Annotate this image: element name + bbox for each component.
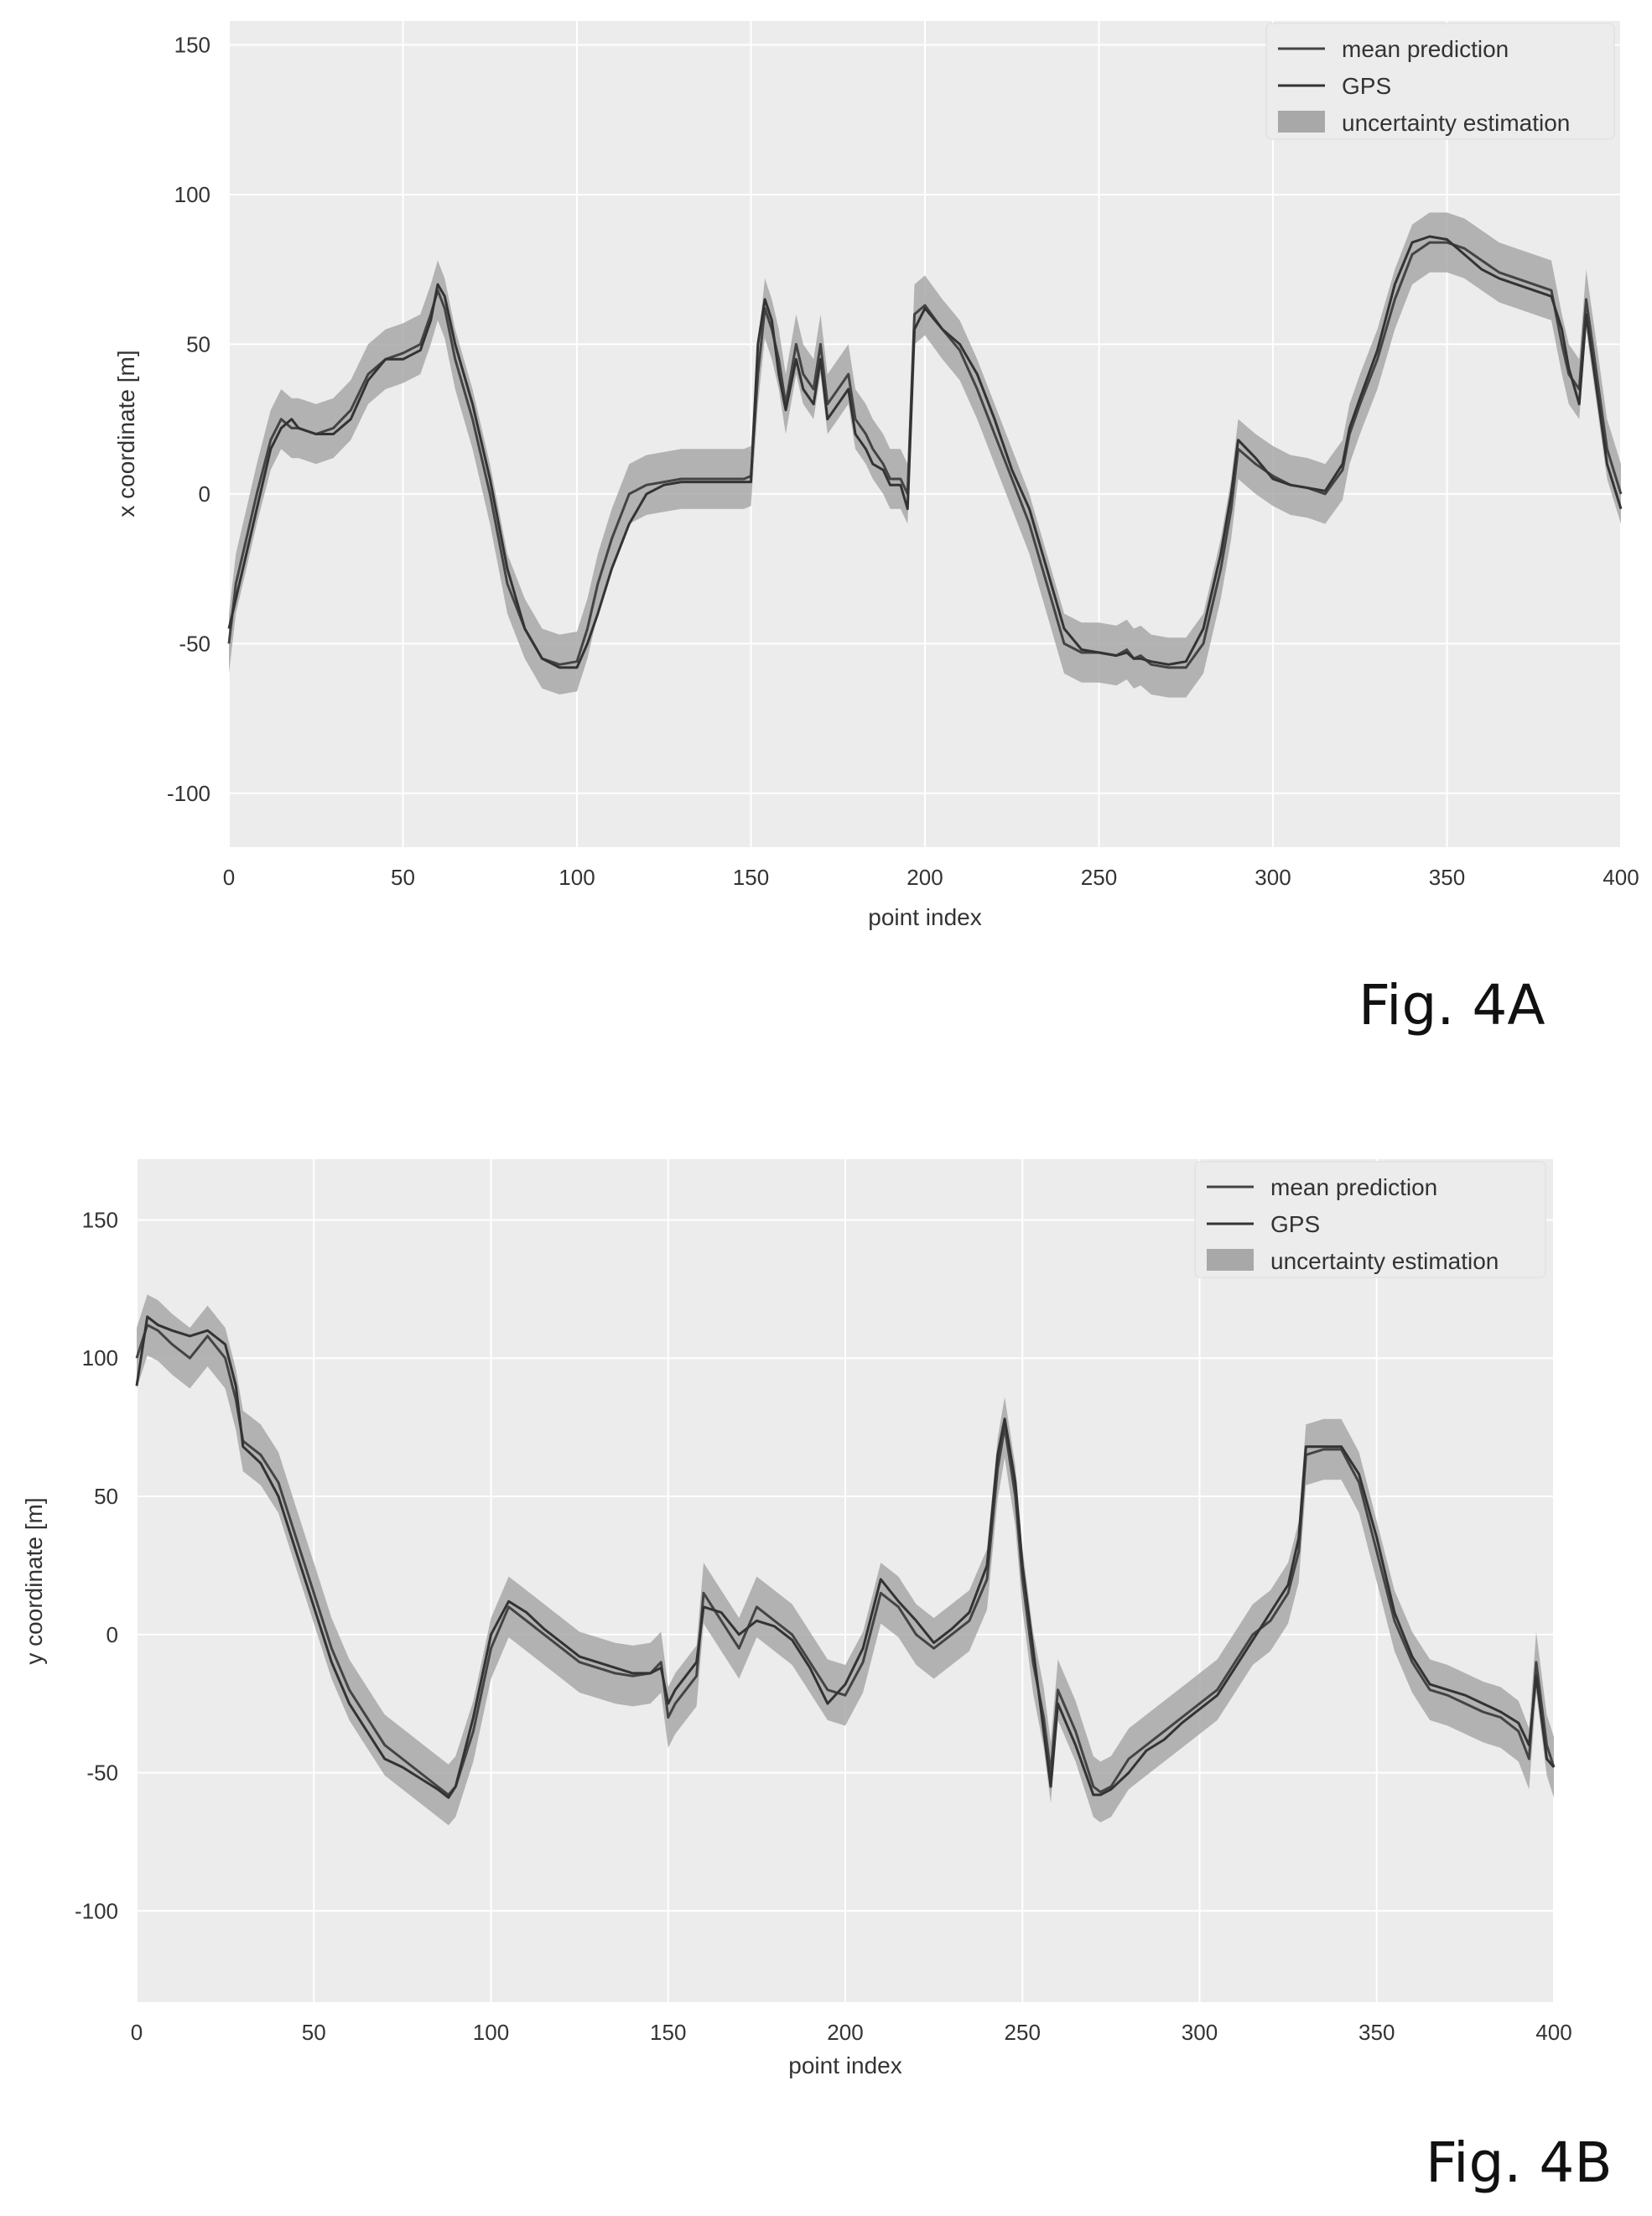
x-tick-label: 150: [733, 865, 769, 890]
uncertainty-area: [137, 1294, 1554, 1826]
tick-labels: 0 50 100 150 200 250 300 350 400 -100 -50 0 50 100 150: [75, 1207, 1572, 2045]
chart-fig-4a: 0 50 100 150 200 250 300 350 400 -100 -50 0 50 100 150…: [113, 21, 1639, 930]
legend-box: [1194, 1161, 1546, 1278]
mean-prediction-line: [135, 1324, 1556, 1797]
y-tick-label: 100: [82, 1345, 118, 1371]
tick-labels: 0 50 100 150 200 250 300 350 400 -100 -50 0 50 100 150: [167, 33, 1639, 890]
legend-label: uncertainty estimation: [1342, 110, 1570, 136]
legend-swatch-band: [1207, 1249, 1254, 1271]
legend: mean prediction GPS uncertainty estimation: [1265, 23, 1615, 140]
legend-label: uncertainty estimation: [1270, 1248, 1499, 1274]
x-tick-label: 350: [1429, 865, 1465, 890]
series-lines: [135, 1315, 1556, 1799]
x-tick-label: 400: [1535, 2020, 1571, 2045]
legend-label: GPS: [1342, 73, 1391, 99]
x-tick-label: 50: [302, 2020, 326, 2045]
gps-line: [227, 235, 1623, 669]
y-tick-label: -100: [75, 1898, 118, 1923]
x-tick-label: 350: [1358, 2020, 1395, 2045]
grid-lines: [228, 21, 1622, 847]
y-axis-label: y coordinate [m]: [21, 1497, 47, 1664]
x-tick-label: 400: [1603, 865, 1639, 890]
legend: mean prediction GPS uncertainty estimation: [1194, 1161, 1546, 1278]
grid-lines: [136, 1159, 1555, 2002]
x-tick-label: 250: [1081, 865, 1117, 890]
uncertainty-band: [137, 1294, 1554, 1826]
x-axis-label: point index: [788, 2052, 901, 2078]
y-tick-label: 100: [174, 182, 210, 207]
x-tick-label: 100: [473, 2020, 509, 2045]
legend-label: GPS: [1270, 1211, 1320, 1237]
x-tick-label: 250: [1005, 2020, 1041, 2045]
mean-prediction-line: [227, 241, 1623, 669]
x-tick-label: 300: [1182, 2020, 1218, 2045]
series-lines: [227, 235, 1623, 669]
legend-box: [1265, 23, 1615, 140]
legend-swatch-band: [1278, 111, 1325, 133]
y-tick-label: 150: [174, 33, 210, 58]
y-tick-label: 0: [106, 1622, 118, 1647]
figure-caption-4b: Fig. 4B: [1426, 2130, 1613, 2195]
legend-label: mean prediction: [1342, 36, 1509, 62]
legend-label: mean prediction: [1270, 1174, 1437, 1200]
gps-line: [135, 1315, 1556, 1799]
x-tick-label: 50: [391, 865, 415, 890]
y-tick-label: -50: [86, 1761, 118, 1786]
y-axis-label: x coordinate [m]: [113, 350, 139, 517]
x-axis-label: point index: [868, 904, 981, 930]
x-tick-label: 200: [827, 2020, 863, 2045]
x-tick-label: 100: [558, 865, 595, 890]
y-tick-label: 150: [82, 1207, 118, 1232]
y-tick-label: 50: [94, 1484, 118, 1509]
x-tick-label: 0: [131, 2020, 143, 2045]
y-tick-label: 0: [199, 481, 210, 507]
x-tick-label: 300: [1255, 865, 1291, 890]
y-tick-label: 50: [186, 331, 210, 356]
figure-caption-4a: Fig. 4A: [1358, 973, 1546, 1038]
y-tick-label: -50: [179, 631, 210, 656]
y-tick-label: -100: [167, 781, 210, 806]
x-tick-label: 0: [223, 865, 235, 890]
x-tick-label: 200: [907, 865, 943, 890]
x-tick-label: 150: [650, 2020, 686, 2045]
